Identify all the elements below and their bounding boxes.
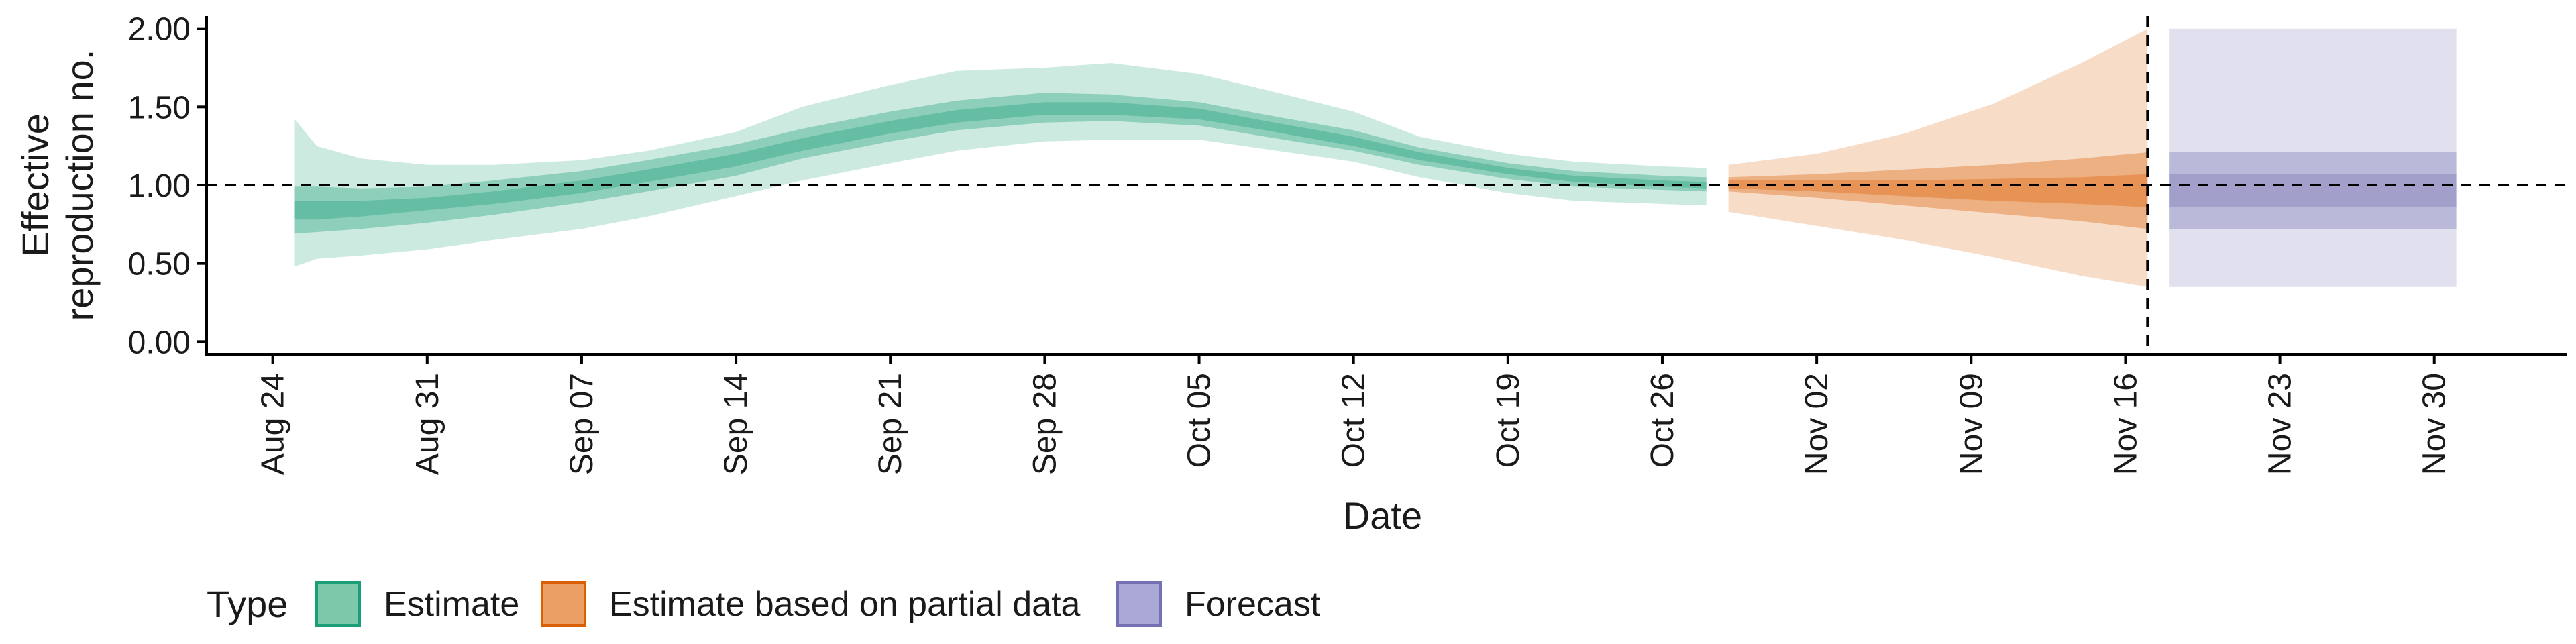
legend-key <box>541 581 586 627</box>
y-tick-label: 1.50 <box>128 90 191 125</box>
x-tick-label: Nov 16 <box>2108 373 2143 475</box>
x-axis-title: Date <box>1343 494 1422 537</box>
band-ci90-series-2 <box>1728 152 2148 229</box>
y-axis-title: Effective reproduction no. <box>14 50 101 321</box>
x-tick-label: Sep 28 <box>1027 373 1063 475</box>
band-ci90-series-1 <box>294 93 1707 234</box>
axes: 0.00 0.50 1.00 1.50 2.00 Aug 24 Aug 31 Sep 07 Se… <box>128 12 2567 475</box>
x-tick-label: Sep 21 <box>873 373 908 475</box>
x-tick-label: Oct 05 <box>1182 373 1218 468</box>
band-ci90-series-3 <box>2169 152 2457 229</box>
x-tick-label: Nov 09 <box>1953 373 1989 475</box>
y-tick-label: 1.00 <box>128 168 191 204</box>
x-tick-label: Sep 07 <box>564 373 600 475</box>
series-2 <box>1728 28 2148 287</box>
series-1 <box>294 63 1707 267</box>
band-ci95-series-1 <box>294 63 1707 267</box>
x-tick-label: Nov 02 <box>1799 373 1835 475</box>
y-axis-title-line: reproduction no. <box>58 50 101 321</box>
x-tick-label: Oct 26 <box>1645 373 1680 468</box>
legend-key <box>315 581 361 627</box>
x-tick-label: Oct 19 <box>1491 373 1526 468</box>
band-ci95-series-2 <box>1728 28 2148 287</box>
x-tick-label: Aug 31 <box>410 373 445 475</box>
legend-label: Estimate based on partial data <box>609 585 1081 624</box>
y-tick-label: 2.00 <box>128 12 191 48</box>
x-tick-label: Nov 30 <box>2417 373 2453 475</box>
legend-label: Forecast <box>1185 585 1321 624</box>
legend-label: Estimate <box>384 585 519 624</box>
legend-title: Type <box>207 583 288 625</box>
series-3 <box>2169 28 2457 287</box>
legend: Type Estimate Estimate based on partial da… <box>207 581 1321 627</box>
band-ci50-series-1 <box>294 102 1707 220</box>
y-tick-label: 0.50 <box>128 247 191 282</box>
x-tick-label: Oct 12 <box>1336 373 1372 468</box>
x-tick-label: Aug 24 <box>256 373 291 475</box>
band-ci95-series-3 <box>2169 28 2457 287</box>
legend-key <box>1116 581 1162 627</box>
y-axis-title-line: Effective <box>14 113 56 257</box>
band-ci50-series-2 <box>1728 174 2148 207</box>
reference-lines <box>207 16 2567 354</box>
series-bands <box>294 28 2457 287</box>
y-tick-label: 0.00 <box>128 325 191 360</box>
x-tick-label: Nov 23 <box>2263 373 2298 475</box>
band-ci50-series-3 <box>2169 174 2457 207</box>
x-tick-label: Sep 14 <box>718 373 754 475</box>
